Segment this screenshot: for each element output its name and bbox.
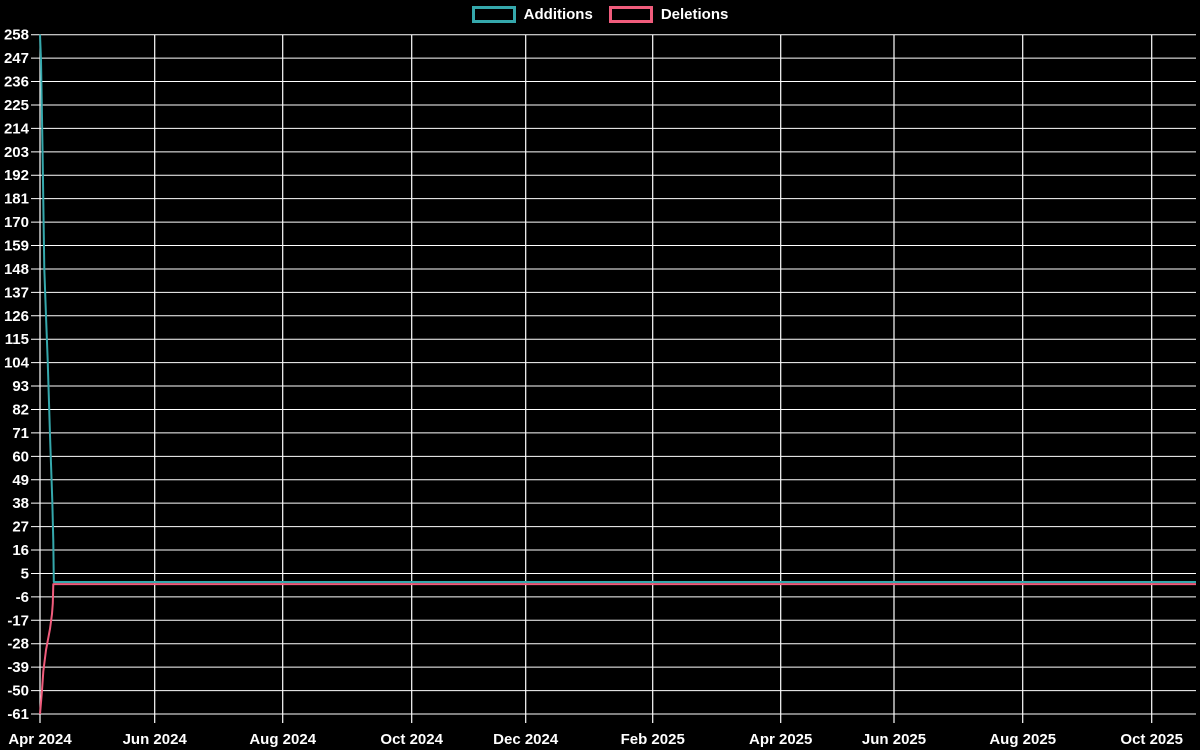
x-tick-label: Oct 2025 <box>1120 731 1183 748</box>
legend-item-additions[interactable]: Additions <box>471 6 593 23</box>
y-tick-label: 27 <box>12 519 29 536</box>
y-tick-label: 49 <box>12 472 29 489</box>
deletions-swatch-icon <box>608 6 653 23</box>
legend-item-deletions[interactable]: Deletions <box>608 6 729 23</box>
y-tick-label: -61 <box>7 706 29 723</box>
series-line-additions <box>39 34 1196 583</box>
x-tick-label: Jun 2025 <box>862 731 926 748</box>
y-tick-label: 71 <box>12 425 29 442</box>
legend-label-deletions: Deletions <box>660 6 729 23</box>
y-tick-label: 93 <box>12 378 29 395</box>
y-tick-label: 104 <box>4 355 30 372</box>
x-tick-label: Oct 2024 <box>380 731 443 748</box>
x-tick-label: Feb 2025 <box>621 731 685 748</box>
y-tick-label: 5 <box>21 565 29 582</box>
y-tick-label: 247 <box>4 50 29 67</box>
y-tick-label: 82 <box>12 401 29 418</box>
y-tick-label: -6 <box>16 589 29 606</box>
x-tick-label: Apr 2024 <box>8 731 72 748</box>
y-tick-label: 181 <box>4 191 29 208</box>
y-tick-label: 203 <box>4 144 29 161</box>
y-tick-label: 170 <box>4 214 29 231</box>
y-tick-label: 137 <box>4 284 29 301</box>
y-tick-label: 258 <box>4 27 29 44</box>
x-tick-label: Dec 2024 <box>493 731 559 748</box>
x-tick-label: Aug 2024 <box>249 731 316 748</box>
additions-swatch-icon <box>471 6 516 23</box>
x-tick-label: Aug 2025 <box>989 731 1056 748</box>
y-tick-label: 225 <box>4 97 29 114</box>
y-tick-label: 148 <box>4 261 29 278</box>
series-line-deletions <box>39 583 1196 715</box>
legend-label-additions: Additions <box>523 6 593 23</box>
x-tick-label: Apr 2025 <box>749 731 812 748</box>
y-tick-label: -50 <box>7 683 29 700</box>
y-tick-label: 236 <box>4 74 29 91</box>
x-tick-label: Jun 2024 <box>123 731 188 748</box>
y-tick-label: 16 <box>12 542 29 559</box>
y-tick-label: -39 <box>7 659 29 676</box>
y-tick-label: 60 <box>12 448 29 465</box>
y-tick-label: -17 <box>7 612 29 629</box>
y-tick-label: 192 <box>4 167 29 184</box>
y-tick-label: 159 <box>4 238 29 255</box>
y-tick-label: 126 <box>4 308 29 325</box>
chart-legend: Additions Deletions <box>0 6 1200 23</box>
y-tick-label: 38 <box>12 495 29 512</box>
y-tick-label: 214 <box>4 120 30 137</box>
y-tick-label: -28 <box>7 636 29 653</box>
y-tick-label: 115 <box>5 331 29 348</box>
